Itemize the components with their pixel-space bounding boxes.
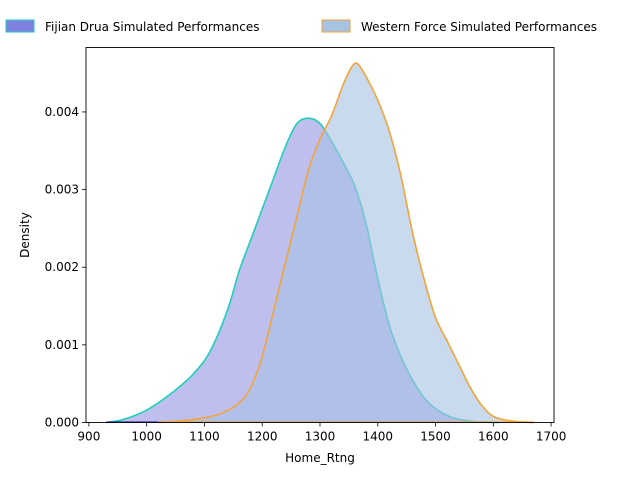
series-area-1 (158, 63, 534, 423)
legend: Fijian Drua Simulated Performances Weste… (5, 19, 597, 34)
legend-swatch-fijian-drua (5, 19, 35, 33)
x-tick-label: 1200 (247, 430, 278, 444)
legend-swatch-western-force (321, 19, 351, 33)
x-tick-label: 1100 (189, 430, 220, 444)
x-tick-label: 1600 (478, 430, 509, 444)
y-tick-label: 0.003 (45, 183, 79, 197)
x-tick-label: 1500 (420, 430, 451, 444)
y-axis: 0.000 0.001 0.002 0.003 0.004 (45, 105, 86, 430)
x-axis-label: Home_Rtng (285, 451, 355, 465)
y-tick-label: 0.002 (45, 260, 79, 274)
x-tick-label: 900 (77, 430, 100, 444)
x-tick-label: 1000 (131, 430, 162, 444)
legend-label-fijian-drua: Fijian Drua Simulated Performances (45, 20, 260, 34)
series-line-1 (158, 62, 534, 424)
x-tick-label: 1700 (536, 430, 567, 444)
y-tick-label: 0.001 (45, 338, 79, 352)
x-axis: 900 1000 1100 1200 1300 1400 1500 1600 1700 (77, 422, 567, 444)
y-tick-label: 0.000 (45, 416, 79, 430)
series-layer (106, 62, 534, 424)
y-tick-label: 0.004 (45, 105, 79, 119)
x-tick-label: 1400 (363, 430, 394, 444)
legend-label-western-force: Western Force Simulated Performances (361, 20, 597, 34)
x-tick-label: 1300 (305, 430, 336, 444)
y-axis-label: Density (18, 212, 32, 258)
